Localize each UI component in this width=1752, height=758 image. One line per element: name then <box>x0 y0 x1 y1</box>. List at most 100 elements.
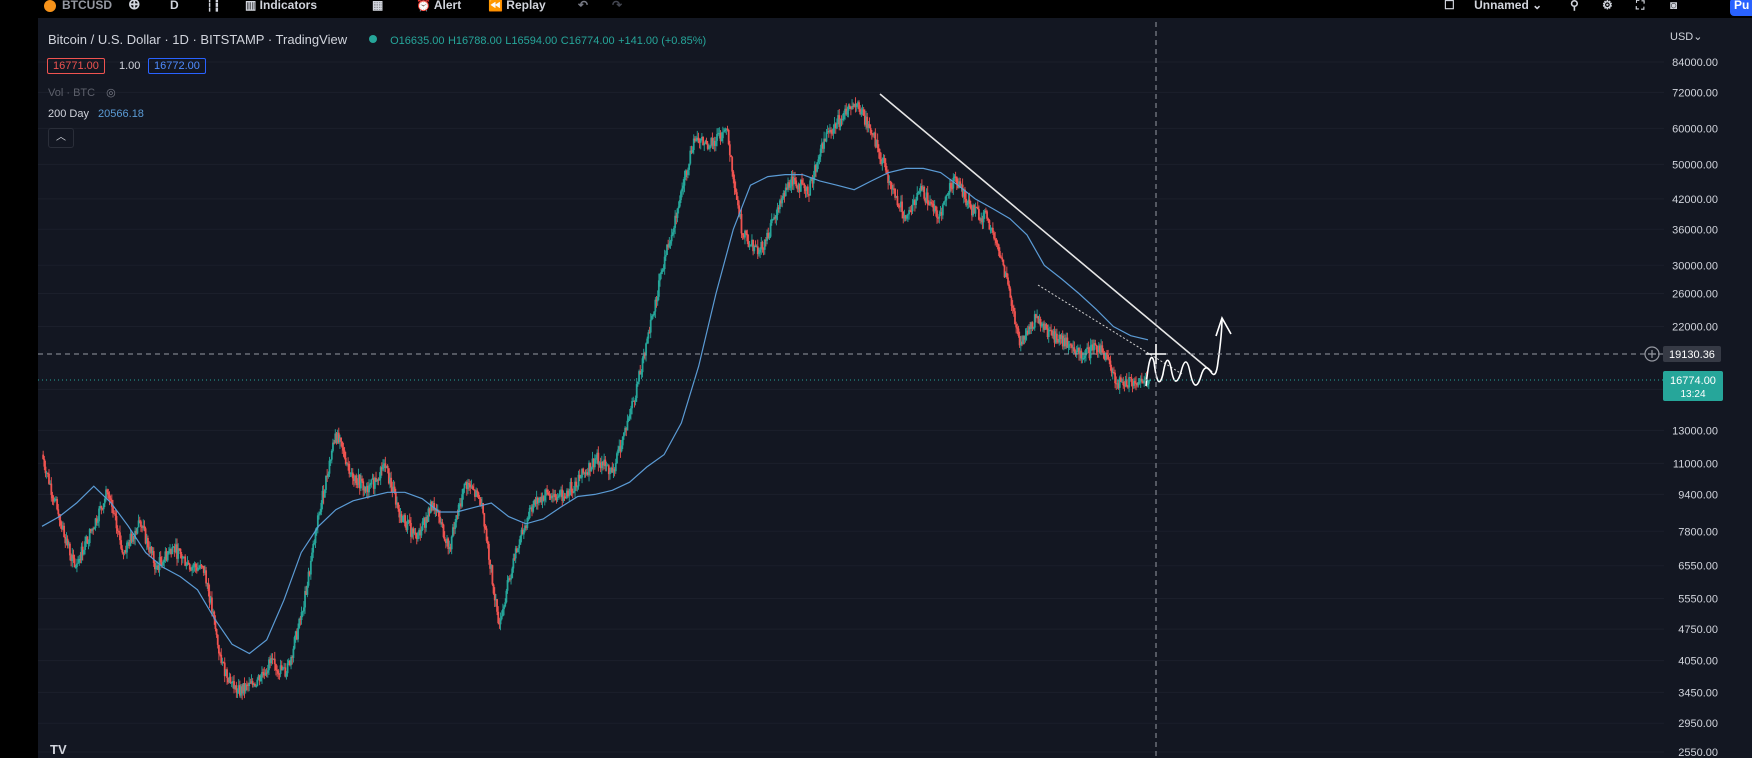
candle-body <box>617 449 620 454</box>
candle-body <box>997 244 1000 252</box>
candle-body <box>173 546 176 553</box>
candle-body <box>226 669 228 678</box>
candle-body <box>212 611 214 613</box>
buy-price-button[interactable]: 16772.00 <box>148 58 206 74</box>
candle-body <box>624 427 626 433</box>
candle-body <box>44 466 47 474</box>
ma-legend: 200 Day 20566.18 <box>48 108 144 120</box>
candle-body <box>768 236 771 239</box>
candle-body <box>209 597 212 603</box>
gear-icon[interactable]: ⚙ <box>1602 0 1613 12</box>
candle-body <box>597 452 600 465</box>
candle-body <box>713 140 716 146</box>
candle-body <box>307 571 310 586</box>
publish-button[interactable]: Pu <box>1730 0 1752 16</box>
candle-body <box>859 109 862 115</box>
candle-body <box>98 508 100 522</box>
candle-body <box>242 683 245 694</box>
candle-body <box>153 562 156 570</box>
candle-body <box>730 155 732 158</box>
candle-body <box>642 354 645 359</box>
candle-body <box>728 144 731 156</box>
candle-body <box>858 102 860 110</box>
eye-hidden-icon[interactable]: ◎ <box>106 87 116 99</box>
symbol-search-button[interactable]: BTCUSD <box>44 0 112 12</box>
templates-icon[interactable]: ▦ <box>372 0 384 12</box>
candle-body <box>567 490 569 497</box>
candle-body <box>1064 338 1066 347</box>
layout-button[interactable]: ☐ Unnamed ⌄ <box>1444 0 1542 12</box>
candle-body <box>563 496 566 498</box>
replay-button[interactable]: ⏪ Replay <box>488 0 546 12</box>
redo-icon[interactable]: ↷ <box>612 0 623 12</box>
candle-body <box>369 484 372 486</box>
candle-body <box>650 315 653 320</box>
candle-body <box>148 547 150 553</box>
candle-body <box>306 585 309 595</box>
trendline-main[interactable] <box>879 93 1213 373</box>
candle-body <box>1080 350 1083 359</box>
candle-body <box>590 467 593 472</box>
candle-body <box>102 503 105 510</box>
candle-body <box>365 485 368 492</box>
candle-body <box>957 184 959 188</box>
candle-body <box>1022 336 1025 345</box>
candle-body <box>355 475 358 484</box>
alert-button[interactable]: ⏰ Alert <box>416 0 461 12</box>
candle-body <box>350 472 353 474</box>
candle-body <box>706 144 709 149</box>
candle-body <box>396 502 398 505</box>
candle-type-icon[interactable]: ┆┇ <box>206 0 221 12</box>
candle-body <box>216 634 219 645</box>
candle-body <box>737 199 739 206</box>
candle-body <box>986 211 988 219</box>
candle-body <box>323 489 326 498</box>
candle-body <box>280 665 283 670</box>
candle-body <box>282 667 284 670</box>
candle-body <box>527 518 530 520</box>
candle-body <box>444 540 447 544</box>
candle-body <box>460 503 462 507</box>
candle-body <box>1138 381 1141 383</box>
candle-body <box>392 486 395 493</box>
fullscreen-icon[interactable]: ⛶ <box>1636 0 1645 12</box>
search-icon[interactable]: ⚲ <box>1570 0 1579 12</box>
camera-icon[interactable]: ◙ <box>1670 0 1678 12</box>
candle-body <box>265 672 268 674</box>
trendline-secondary[interactable] <box>1037 284 1183 375</box>
candle-body <box>476 490 479 493</box>
candle-body <box>733 179 736 188</box>
candle-body <box>283 667 285 669</box>
candle-body <box>436 511 439 513</box>
candle-body <box>579 477 582 479</box>
candle-body <box>886 170 888 175</box>
candle-body <box>133 536 135 540</box>
candle-body <box>946 194 949 196</box>
candle-body <box>994 238 997 240</box>
candle-body <box>199 564 202 569</box>
add-symbol-icon[interactable]: ⊕ <box>128 0 141 13</box>
indicators-button[interactable]: ▥ Indicators <box>245 0 317 12</box>
candle-body <box>202 565 205 573</box>
candle-body <box>201 565 204 567</box>
candle-body <box>627 418 630 421</box>
crosshair-plus-icon[interactable] <box>1644 346 1660 362</box>
candle-body <box>966 202 969 206</box>
candle-body <box>312 544 315 553</box>
collapse-legend-button[interactable]: ︿ <box>48 128 74 148</box>
candle-body <box>748 245 751 248</box>
y-tick-label: 11000.00 <box>1673 458 1718 470</box>
candle-body <box>1023 336 1026 340</box>
candle-body <box>541 496 544 503</box>
drawn-projection-line[interactable] <box>1145 317 1223 387</box>
candle-body <box>825 132 828 142</box>
candle-body <box>162 562 164 566</box>
currency-label[interactable]: USD⌄ <box>1670 31 1702 43</box>
candle-body <box>632 400 635 402</box>
interval-button[interactable]: D <box>170 0 179 12</box>
sell-price-button[interactable]: 16771.00 <box>47 58 105 74</box>
undo-icon[interactable]: ↶ <box>578 0 589 12</box>
indicators-icon: ▥ <box>245 0 260 12</box>
candle-body <box>529 507 532 509</box>
